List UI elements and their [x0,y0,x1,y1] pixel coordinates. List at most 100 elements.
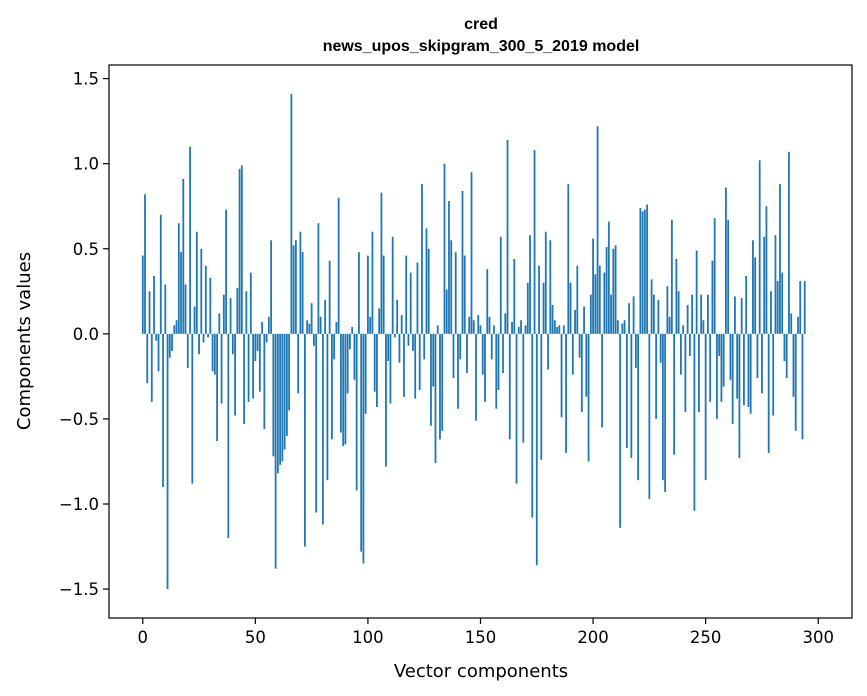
bar [616,320,619,334]
y-axis-ticks: −1.5 −1.0 −0.5 0.0 0.5 1.0 1.5 [59,70,109,599]
bar [540,333,543,460]
bar [790,313,793,334]
bar [747,333,750,408]
bar [355,333,358,491]
bar [211,333,214,372]
bar [628,303,630,334]
bar [648,333,651,499]
bar [270,240,273,334]
bar [612,248,615,334]
bar [506,139,509,334]
bar [200,248,203,334]
bar [218,313,221,334]
bar [472,320,475,334]
bar [267,316,270,334]
bar [688,333,691,356]
bar [274,333,277,569]
bar [301,252,304,334]
bar [522,333,525,443]
bar [346,333,349,394]
bar [321,333,324,525]
bar [173,325,176,334]
bar [589,294,592,334]
bar [792,333,795,397]
bar [490,333,493,360]
bar [461,190,464,334]
bar [184,284,187,334]
bar [441,333,444,431]
bar [238,168,241,334]
bar [632,296,635,334]
bar [254,333,257,362]
bar [761,333,763,394]
bar [495,333,498,409]
bar [569,282,572,334]
bar [526,282,529,334]
bar [290,93,293,334]
bar [718,333,721,356]
y-axis-label: Components values [14,252,35,430]
bar [391,236,394,334]
bar [707,294,709,334]
bar [405,255,408,334]
bar [709,333,712,402]
bar [364,333,367,414]
bar [637,333,640,481]
bar [684,333,687,413]
bar [650,279,653,334]
bar [380,192,383,334]
bar [157,333,160,372]
bar [479,325,482,334]
bar [258,333,261,392]
bar [652,294,655,334]
bar [245,291,248,334]
bar [445,289,448,334]
x-tick-label: 200 [577,628,609,647]
bar [475,333,477,421]
bar [673,333,676,455]
bar [531,333,534,518]
bar [567,184,570,334]
bar [756,333,759,379]
bar [758,160,761,334]
bar [779,184,781,334]
bar [601,333,603,428]
bar [294,240,297,334]
y-tick-label: −1.0 [59,495,99,514]
bar [209,277,212,334]
bar [195,231,198,334]
bar [198,333,200,355]
bar [423,333,426,360]
bar [560,333,563,418]
bar [700,294,703,334]
bar [565,333,567,453]
bar [607,221,610,334]
bar [144,194,146,334]
bar [297,333,300,394]
bar [481,333,484,375]
bar [191,333,194,484]
bar [695,250,698,334]
bar [691,294,694,334]
bar [213,333,216,375]
bar [646,204,649,334]
bar [265,333,268,343]
bar [436,325,439,334]
bar [499,236,502,334]
bar [727,219,730,334]
bar [272,333,275,457]
bar [655,333,658,419]
bar [619,333,621,528]
bar [781,272,784,334]
bar [333,333,336,360]
bar [155,333,158,341]
bar [725,187,727,334]
bar [457,333,459,409]
bar [576,265,579,334]
bar [634,333,637,368]
bar [256,333,259,351]
bar [403,333,405,397]
bar [535,333,538,566]
bar [513,258,516,334]
bar [283,333,286,450]
